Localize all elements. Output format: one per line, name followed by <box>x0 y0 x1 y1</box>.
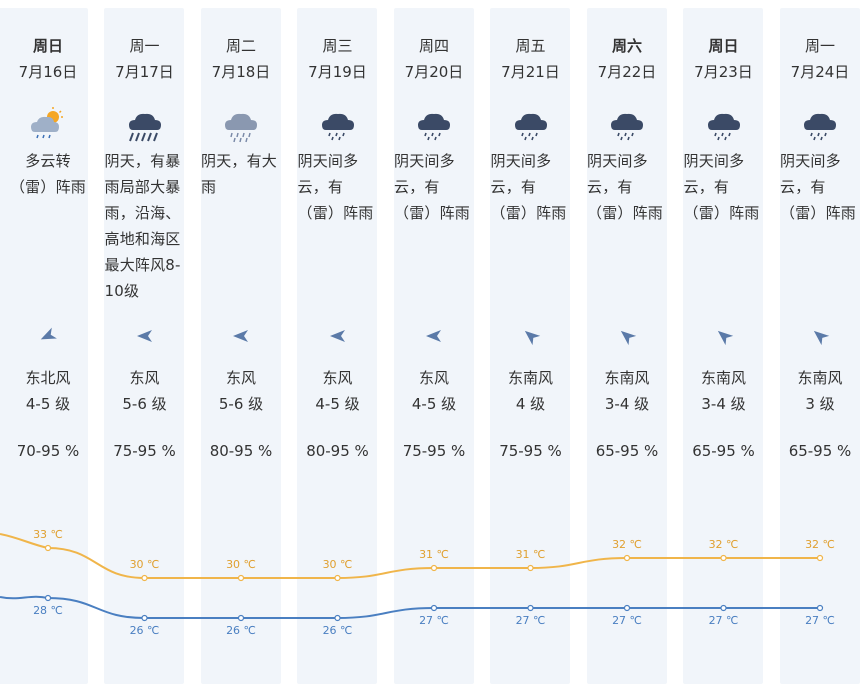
wind-direction-icon <box>813 330 830 346</box>
wind-level: 4 级 <box>515 395 546 413</box>
wind-direction: 东南风 <box>507 369 553 387</box>
thunder-shower-icon <box>418 113 450 141</box>
day-of-week: 周六 <box>611 37 642 55</box>
humidity: 70-95 % <box>16 442 80 460</box>
wind-level: 4-5 级 <box>315 395 360 413</box>
day-date: 7月24日 <box>790 63 850 81</box>
wind-direction-icon <box>717 330 733 346</box>
day-of-week: 周二 <box>225 37 256 55</box>
wind-direction: 东风 <box>418 369 449 387</box>
wind-direction-icon <box>329 330 345 342</box>
day-date: 7月20日 <box>404 63 464 81</box>
heavy-rain-icon <box>128 113 161 142</box>
day-of-week: 周日 <box>708 37 739 55</box>
humidity: 80-95 % <box>306 442 369 460</box>
weather-description: 阴天间多 云，有 （雷）阵雨 <box>394 152 471 222</box>
day-date: 7月19日 <box>308 63 367 81</box>
wind-level: 4-5 级 <box>25 395 71 413</box>
humidity: 75-95 % <box>113 442 176 460</box>
humidity: 75-95 % <box>402 442 466 460</box>
day-date: 7月22日 <box>597 63 657 81</box>
wind-direction: 东风 <box>129 369 160 387</box>
thunder-shower-icon <box>707 113 740 141</box>
wind-level: 5-6 级 <box>122 395 167 413</box>
wind-direction: 东风 <box>225 369 256 387</box>
day-of-week: 周五 <box>515 37 546 55</box>
weather-description: 阴天间多 云，有 （雷）阵雨 <box>780 152 857 222</box>
wind-direction-icon <box>620 330 637 346</box>
wind-direction-icon <box>136 330 152 342</box>
wind-direction: 东南风 <box>797 369 843 387</box>
wind-direction-icon <box>524 330 540 346</box>
wind-level: 3-4 级 <box>604 395 650 413</box>
weather-description: 多云转 （雷）阵雨 <box>9 152 86 196</box>
wind-level: 5-6 级 <box>218 395 264 413</box>
wind-direction-icon <box>40 327 57 340</box>
thunder-shower-icon <box>611 113 643 141</box>
day-of-week: 周一 <box>804 37 835 55</box>
wind-level: 4-5 级 <box>411 395 457 413</box>
wind-level: 3 级 <box>805 395 835 413</box>
day-date: 7月16日 <box>18 63 78 81</box>
weather-description: 阴天间多 云，有 （雷）阵雨 <box>683 152 760 222</box>
day-date: 7月17日 <box>115 63 174 81</box>
thunder-shower-icon <box>321 113 354 141</box>
humidity: 65-95 % <box>595 442 659 460</box>
weather-description: 阴天间多 云，有 （雷）阵雨 <box>490 152 567 222</box>
wind-direction: 东北风 <box>25 369 71 387</box>
day-of-week: 周一 <box>129 37 160 55</box>
day-date: 7月23日 <box>694 63 753 81</box>
weather-description: 阴天，有暴 雨局部大暴 雨，沿海、 高地和海区 最大阵风8- 10级 <box>104 152 181 300</box>
thunder-shower-icon <box>804 113 836 141</box>
wind-direction: 东南风 <box>604 369 650 387</box>
wind-direction: 东风 <box>322 369 353 387</box>
day-date: 7月21日 <box>501 63 560 81</box>
wind-direction-icon <box>426 330 441 342</box>
humidity: 65-95 % <box>788 442 852 460</box>
day-of-week: 周日 <box>32 37 63 55</box>
humidity: 65-95 % <box>692 442 755 460</box>
wind-direction-icon <box>233 330 248 342</box>
humidity: 75-95 % <box>499 442 562 460</box>
thunder-shower-icon <box>514 113 547 141</box>
day-of-week: 周四 <box>418 37 449 55</box>
weather-description: 阴天间多 云，有 （雷）阵雨 <box>587 152 664 222</box>
weather-description: 阴天，有大 雨 <box>201 152 278 196</box>
weather-description: 阴天间多 云，有 （雷）阵雨 <box>297 152 374 222</box>
day-of-week: 周三 <box>322 37 353 55</box>
partly-cloudy-rain-icon <box>31 107 63 139</box>
wind-level: 3-4 级 <box>701 395 746 413</box>
rain-icon <box>225 113 257 143</box>
humidity: 80-95 % <box>209 442 273 460</box>
day-date: 7月18日 <box>211 63 271 81</box>
wind-direction: 东南风 <box>700 369 746 387</box>
